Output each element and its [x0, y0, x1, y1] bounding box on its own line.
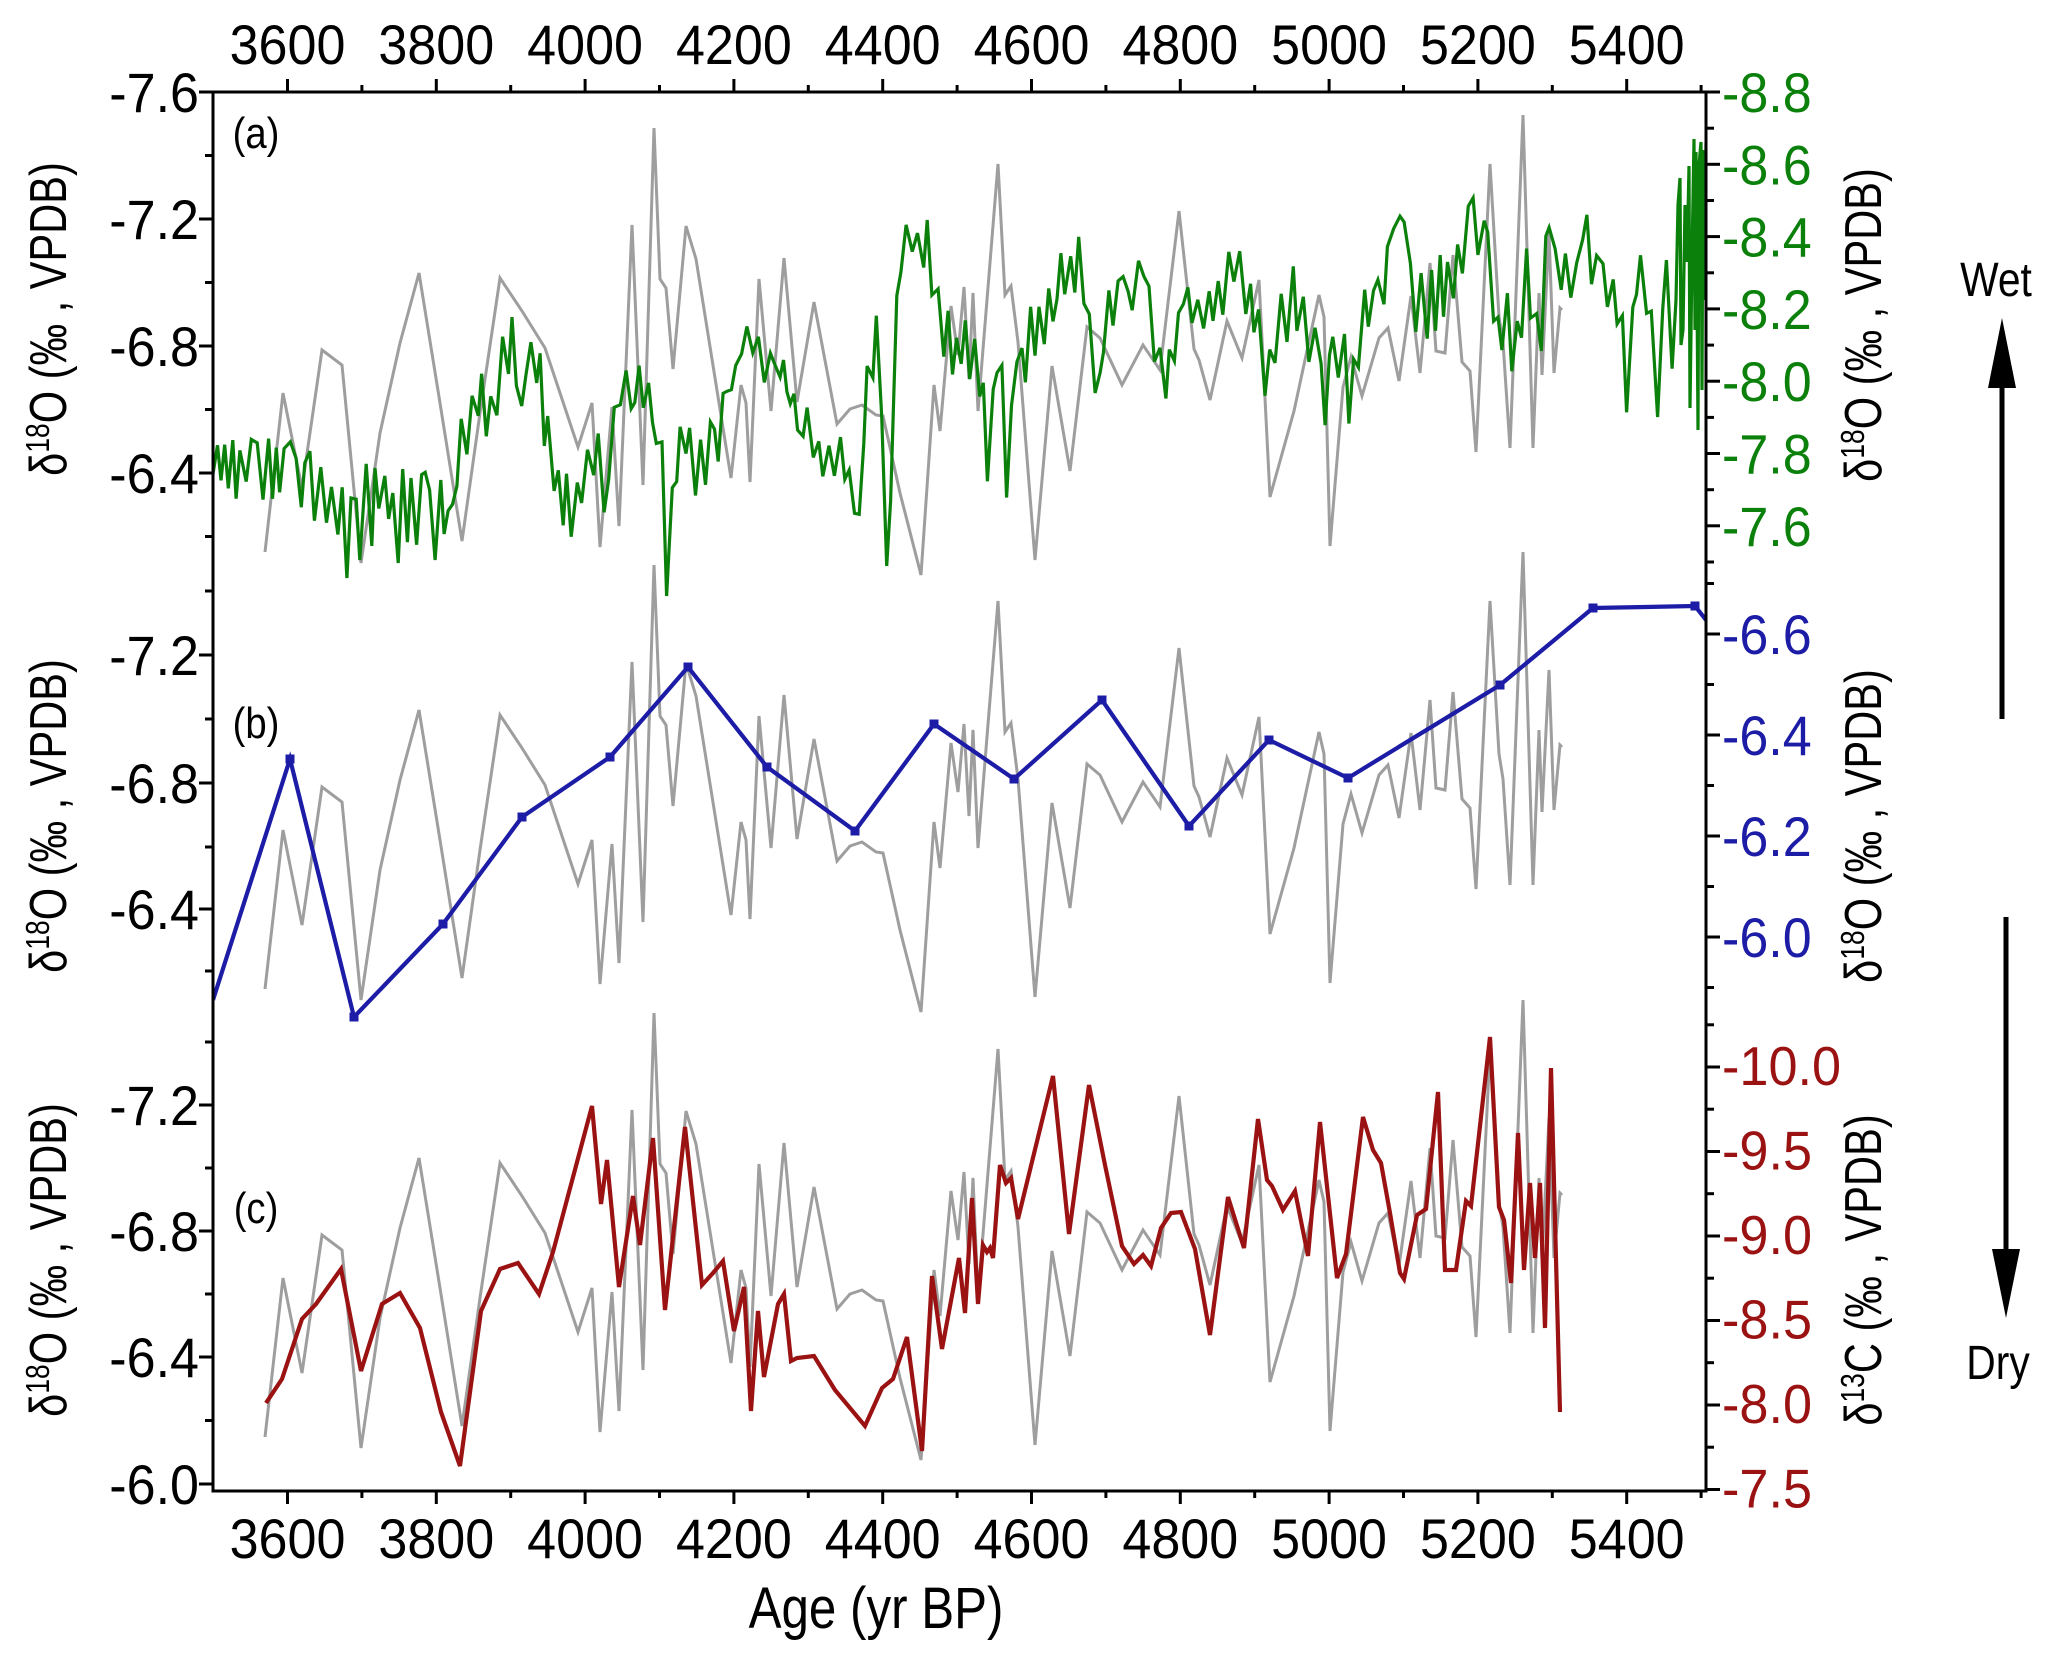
svg-text:4200: 4200 — [676, 1508, 792, 1570]
svg-text:-9.5: -9.5 — [1722, 1120, 1812, 1182]
svg-text:5200: 5200 — [1420, 1508, 1536, 1570]
svg-text:(a): (a) — [233, 109, 280, 158]
svg-text:-6.0: -6.0 — [1722, 907, 1812, 969]
svg-text:5000: 5000 — [1271, 14, 1387, 76]
svg-text:5400: 5400 — [1569, 14, 1685, 76]
svg-text:δ18O (‰ , VPDB): δ18O (‰ , VPDB) — [19, 659, 78, 973]
svg-text:-8.6: -8.6 — [1722, 135, 1812, 197]
svg-text:-9.0: -9.0 — [1722, 1205, 1812, 1267]
svg-text:4800: 4800 — [1122, 14, 1238, 76]
svg-text:4400: 4400 — [825, 14, 941, 76]
svg-text:-7.2: -7.2 — [109, 1075, 199, 1137]
svg-text:δ18O (‰ , VPDB): δ18O (‰ , VPDB) — [19, 1103, 78, 1417]
svg-text:δ18O (‰ , VPDB): δ18O (‰ , VPDB) — [1834, 669, 1893, 983]
svg-text:-8.8: -8.8 — [1722, 62, 1812, 124]
svg-text:-6.4: -6.4 — [1722, 705, 1812, 767]
svg-text:4200: 4200 — [676, 14, 792, 76]
svg-text:4000: 4000 — [527, 1508, 643, 1570]
svg-text:4000: 4000 — [527, 14, 643, 76]
svg-text:-7.6: -7.6 — [109, 62, 199, 124]
svg-text:4800: 4800 — [1122, 1508, 1238, 1570]
svg-text:-6.4: -6.4 — [109, 443, 199, 505]
svg-text:δ13C (‰ , VPDB): δ13C (‰ , VPDB) — [1834, 1114, 1893, 1425]
svg-text:-7.8: -7.8 — [1722, 424, 1812, 486]
svg-text:-7.2: -7.2 — [109, 625, 199, 687]
svg-text:-6.8: -6.8 — [109, 753, 199, 815]
svg-text:3600: 3600 — [230, 14, 346, 76]
svg-text:δ18O (‰ , VPDB): δ18O (‰ , VPDB) — [19, 162, 78, 476]
svg-text:-6.8: -6.8 — [109, 1201, 199, 1263]
svg-text:-8.4: -8.4 — [1722, 207, 1812, 269]
svg-text:3800: 3800 — [378, 1508, 494, 1570]
svg-text:(b): (b) — [233, 699, 280, 748]
svg-text:-10.0: -10.0 — [1722, 1036, 1841, 1098]
svg-text:-8.5: -8.5 — [1722, 1289, 1812, 1351]
svg-text:-7.6: -7.6 — [1722, 496, 1812, 558]
svg-text:-8.0: -8.0 — [1722, 1374, 1812, 1436]
svg-text:5000: 5000 — [1271, 1508, 1387, 1570]
svg-text:-6.2: -6.2 — [1722, 806, 1812, 868]
svg-text:-7.2: -7.2 — [109, 189, 199, 251]
svg-text:δ18O (‰ , VPDB): δ18O (‰ , VPDB) — [1834, 168, 1893, 482]
svg-text:-6.0: -6.0 — [109, 1454, 199, 1516]
svg-text:-6.6: -6.6 — [1722, 604, 1812, 666]
svg-text:4600: 4600 — [974, 14, 1090, 76]
svg-text:4600: 4600 — [974, 1508, 1090, 1570]
svg-text:(c): (c) — [234, 1184, 279, 1233]
svg-text:4400: 4400 — [825, 1508, 941, 1570]
svg-text:Dry: Dry — [1966, 1337, 2030, 1390]
svg-text:-7.5: -7.5 — [1722, 1458, 1812, 1520]
svg-text:-6.4: -6.4 — [109, 1327, 199, 1389]
svg-text:5400: 5400 — [1569, 1508, 1685, 1570]
svg-text:-8.0: -8.0 — [1722, 351, 1812, 413]
svg-text:3600: 3600 — [230, 1508, 346, 1570]
svg-text:-8.2: -8.2 — [1722, 279, 1812, 341]
svg-text:-6.4: -6.4 — [109, 879, 199, 941]
svg-text:Wet: Wet — [1960, 254, 2032, 307]
svg-text:3800: 3800 — [378, 14, 494, 76]
svg-text:5200: 5200 — [1420, 14, 1536, 76]
svg-text:-6.8: -6.8 — [109, 316, 199, 378]
svg-text:Age (yr BP): Age (yr BP) — [749, 1576, 1004, 1641]
